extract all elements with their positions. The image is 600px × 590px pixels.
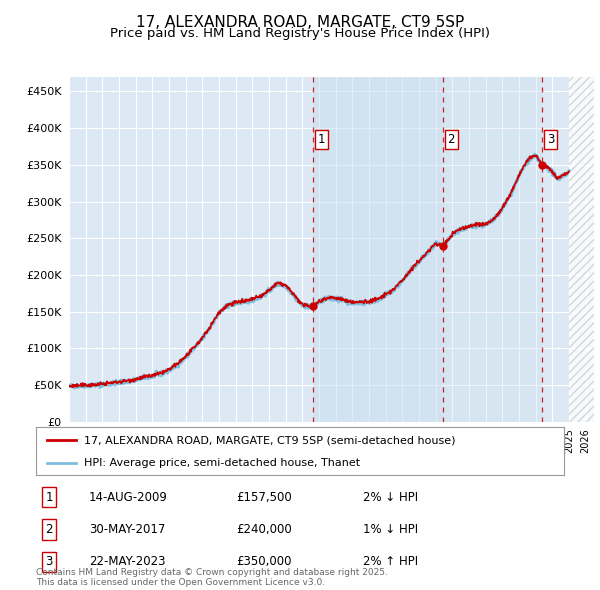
- Bar: [569, 77, 594, 422]
- Text: 22-MAY-2023: 22-MAY-2023: [89, 555, 166, 568]
- Text: £157,500: £157,500: [236, 491, 292, 504]
- Text: 1: 1: [46, 491, 53, 504]
- Text: 17, ALEXANDRA ROAD, MARGATE, CT9 5SP: 17, ALEXANDRA ROAD, MARGATE, CT9 5SP: [136, 15, 464, 30]
- Bar: [443, 77, 542, 422]
- Text: 30-MAY-2017: 30-MAY-2017: [89, 523, 165, 536]
- Text: 2: 2: [448, 133, 455, 146]
- Text: £240,000: £240,000: [236, 523, 292, 536]
- Text: 3: 3: [46, 555, 53, 568]
- Text: 2: 2: [46, 523, 53, 536]
- Bar: [313, 77, 443, 422]
- Bar: [542, 77, 594, 422]
- Text: 17, ALEXANDRA ROAD, MARGATE, CT9 5SP (semi-detached house): 17, ALEXANDRA ROAD, MARGATE, CT9 5SP (se…: [83, 435, 455, 445]
- Text: 1: 1: [317, 133, 325, 146]
- Text: Price paid vs. HM Land Registry's House Price Index (HPI): Price paid vs. HM Land Registry's House …: [110, 27, 490, 40]
- Text: 2% ↑ HPI: 2% ↑ HPI: [364, 555, 418, 568]
- Text: 1% ↓ HPI: 1% ↓ HPI: [364, 523, 418, 536]
- Text: £350,000: £350,000: [236, 555, 292, 568]
- Text: 14-AUG-2009: 14-AUG-2009: [89, 491, 167, 504]
- Text: HPI: Average price, semi-detached house, Thanet: HPI: Average price, semi-detached house,…: [83, 458, 359, 468]
- Text: 2% ↓ HPI: 2% ↓ HPI: [364, 491, 418, 504]
- Text: Contains HM Land Registry data © Crown copyright and database right 2025.
This d: Contains HM Land Registry data © Crown c…: [36, 568, 388, 587]
- Text: 3: 3: [547, 133, 554, 146]
